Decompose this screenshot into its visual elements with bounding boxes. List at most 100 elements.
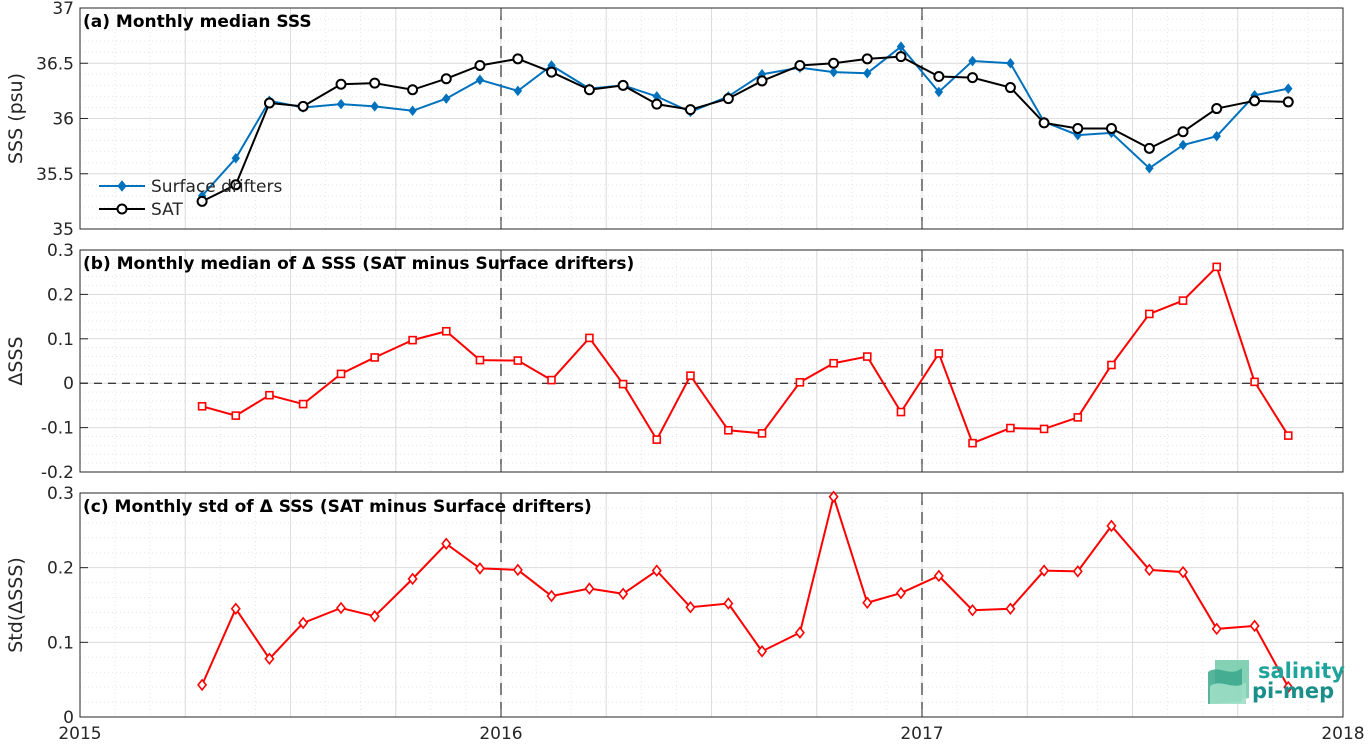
data-point (370, 101, 379, 112)
y-axis: 0 0.1 0.2 0.3 (47, 484, 1343, 728)
series-sat (196, 51, 1294, 207)
y-axis-label: ΔSSS (5, 336, 27, 385)
data-point (263, 97, 275, 109)
y-tick-label: 0.1 (47, 633, 74, 653)
axes-box (79, 492, 1344, 718)
data-point (584, 582, 595, 595)
data-point (546, 66, 558, 78)
data-point (861, 53, 873, 65)
y-tick-label: 0.2 (47, 559, 74, 579)
logo-text-pi-mep: pi-mep (1252, 679, 1334, 703)
y-axis-label: SSS (psu) (5, 73, 27, 164)
data-point (474, 562, 485, 575)
data-point (617, 79, 629, 91)
legend: Surface drifters SAT (99, 177, 282, 220)
legend-label-surface-drifters: Surface drifters (151, 177, 282, 197)
data-point (1039, 424, 1049, 434)
y-tick-label: 35 (52, 220, 74, 240)
data-point (756, 75, 768, 87)
x-tick-label: 2016 (479, 724, 522, 744)
y-tick-label: -0.2 (41, 463, 74, 483)
y-axis-label: Std(ΔSSS) (5, 557, 27, 653)
panel-title: (a) Monthly median SSS (83, 12, 312, 32)
y-tick-label: 0 (63, 374, 74, 394)
data-point (441, 537, 452, 551)
data-point (1072, 565, 1083, 578)
data-point (1073, 413, 1083, 422)
data-point (651, 564, 662, 577)
y-tick-label: -0.1 (41, 419, 74, 439)
data-point (1212, 130, 1221, 142)
data-point (230, 179, 242, 191)
data-point (1178, 296, 1188, 305)
data-point (896, 41, 906, 52)
data-point (512, 563, 523, 577)
data-point (686, 371, 695, 380)
x-tick-label: 2015 (58, 724, 101, 744)
panel-b-monthly-median-delta-sss: -0.2 -0.1 0 0.1 0.2 0.3 ΔSSS (b) Monthly median… (5, 241, 1344, 483)
data-point (583, 84, 595, 96)
data-point (862, 596, 873, 610)
y-tick-label: 0.1 (47, 330, 74, 350)
data-point (298, 399, 308, 409)
data-point (297, 100, 309, 112)
y-tick-label: 35.5 (36, 165, 74, 185)
data-point (1105, 122, 1117, 134)
logo-text-salinity: salinity (1258, 659, 1345, 683)
data-point (1283, 431, 1293, 440)
series-line (201, 265, 1290, 445)
data-point (336, 98, 346, 110)
data-point (933, 569, 944, 583)
data-point (757, 429, 767, 438)
data-point (1250, 377, 1259, 387)
y-tick-label: 0.2 (47, 285, 74, 305)
data-point (512, 53, 524, 65)
y-tick-label: 37 (52, 0, 74, 19)
panel-title: (c) Monthly std of Δ SSS (SAT minus Surf… (83, 497, 592, 517)
data-point (828, 490, 839, 504)
data-point (862, 352, 872, 361)
data-point (408, 335, 417, 345)
data-point (264, 652, 275, 666)
data-point (440, 73, 452, 85)
data-point (1212, 262, 1221, 272)
data-point (231, 411, 241, 420)
data-point (651, 98, 663, 110)
data-point (1249, 95, 1261, 107)
data-point (475, 355, 485, 365)
data-point (756, 645, 768, 658)
data-point (1038, 117, 1050, 129)
data-point (934, 349, 944, 358)
data-point (794, 59, 806, 71)
data-point (829, 66, 838, 78)
data-point (933, 71, 945, 83)
data-point (795, 378, 805, 387)
data-point (197, 678, 208, 692)
data-point (1145, 309, 1154, 319)
data-point (546, 589, 557, 603)
data-point (895, 51, 907, 63)
data-point (829, 358, 838, 368)
data-point (196, 195, 208, 207)
data-point (1211, 622, 1222, 636)
data-point (369, 77, 381, 89)
data-point (1177, 126, 1189, 138)
data-point (722, 93, 734, 105)
data-point (369, 609, 380, 623)
data-point (197, 401, 207, 411)
series-delta (197, 262, 1293, 448)
data-point (863, 67, 872, 79)
data-point (335, 78, 347, 90)
data-point (828, 57, 840, 69)
series-delta (197, 490, 1294, 694)
data-point (441, 326, 451, 336)
data-point (1072, 122, 1084, 134)
y-tick-label: 36.5 (36, 54, 74, 74)
series-line (201, 45, 1289, 197)
panel-a-monthly-median-sss: 35 35.5 36 36.5 37 SSS (psu) (a) Monthly media… (5, 0, 1344, 240)
series-line (201, 493, 1290, 688)
data-point (968, 438, 977, 448)
x-tick-label: 2018 (1321, 724, 1364, 744)
data-point (1039, 564, 1050, 577)
y-axis: 35 35.5 36 36.5 37 (36, 0, 1343, 240)
